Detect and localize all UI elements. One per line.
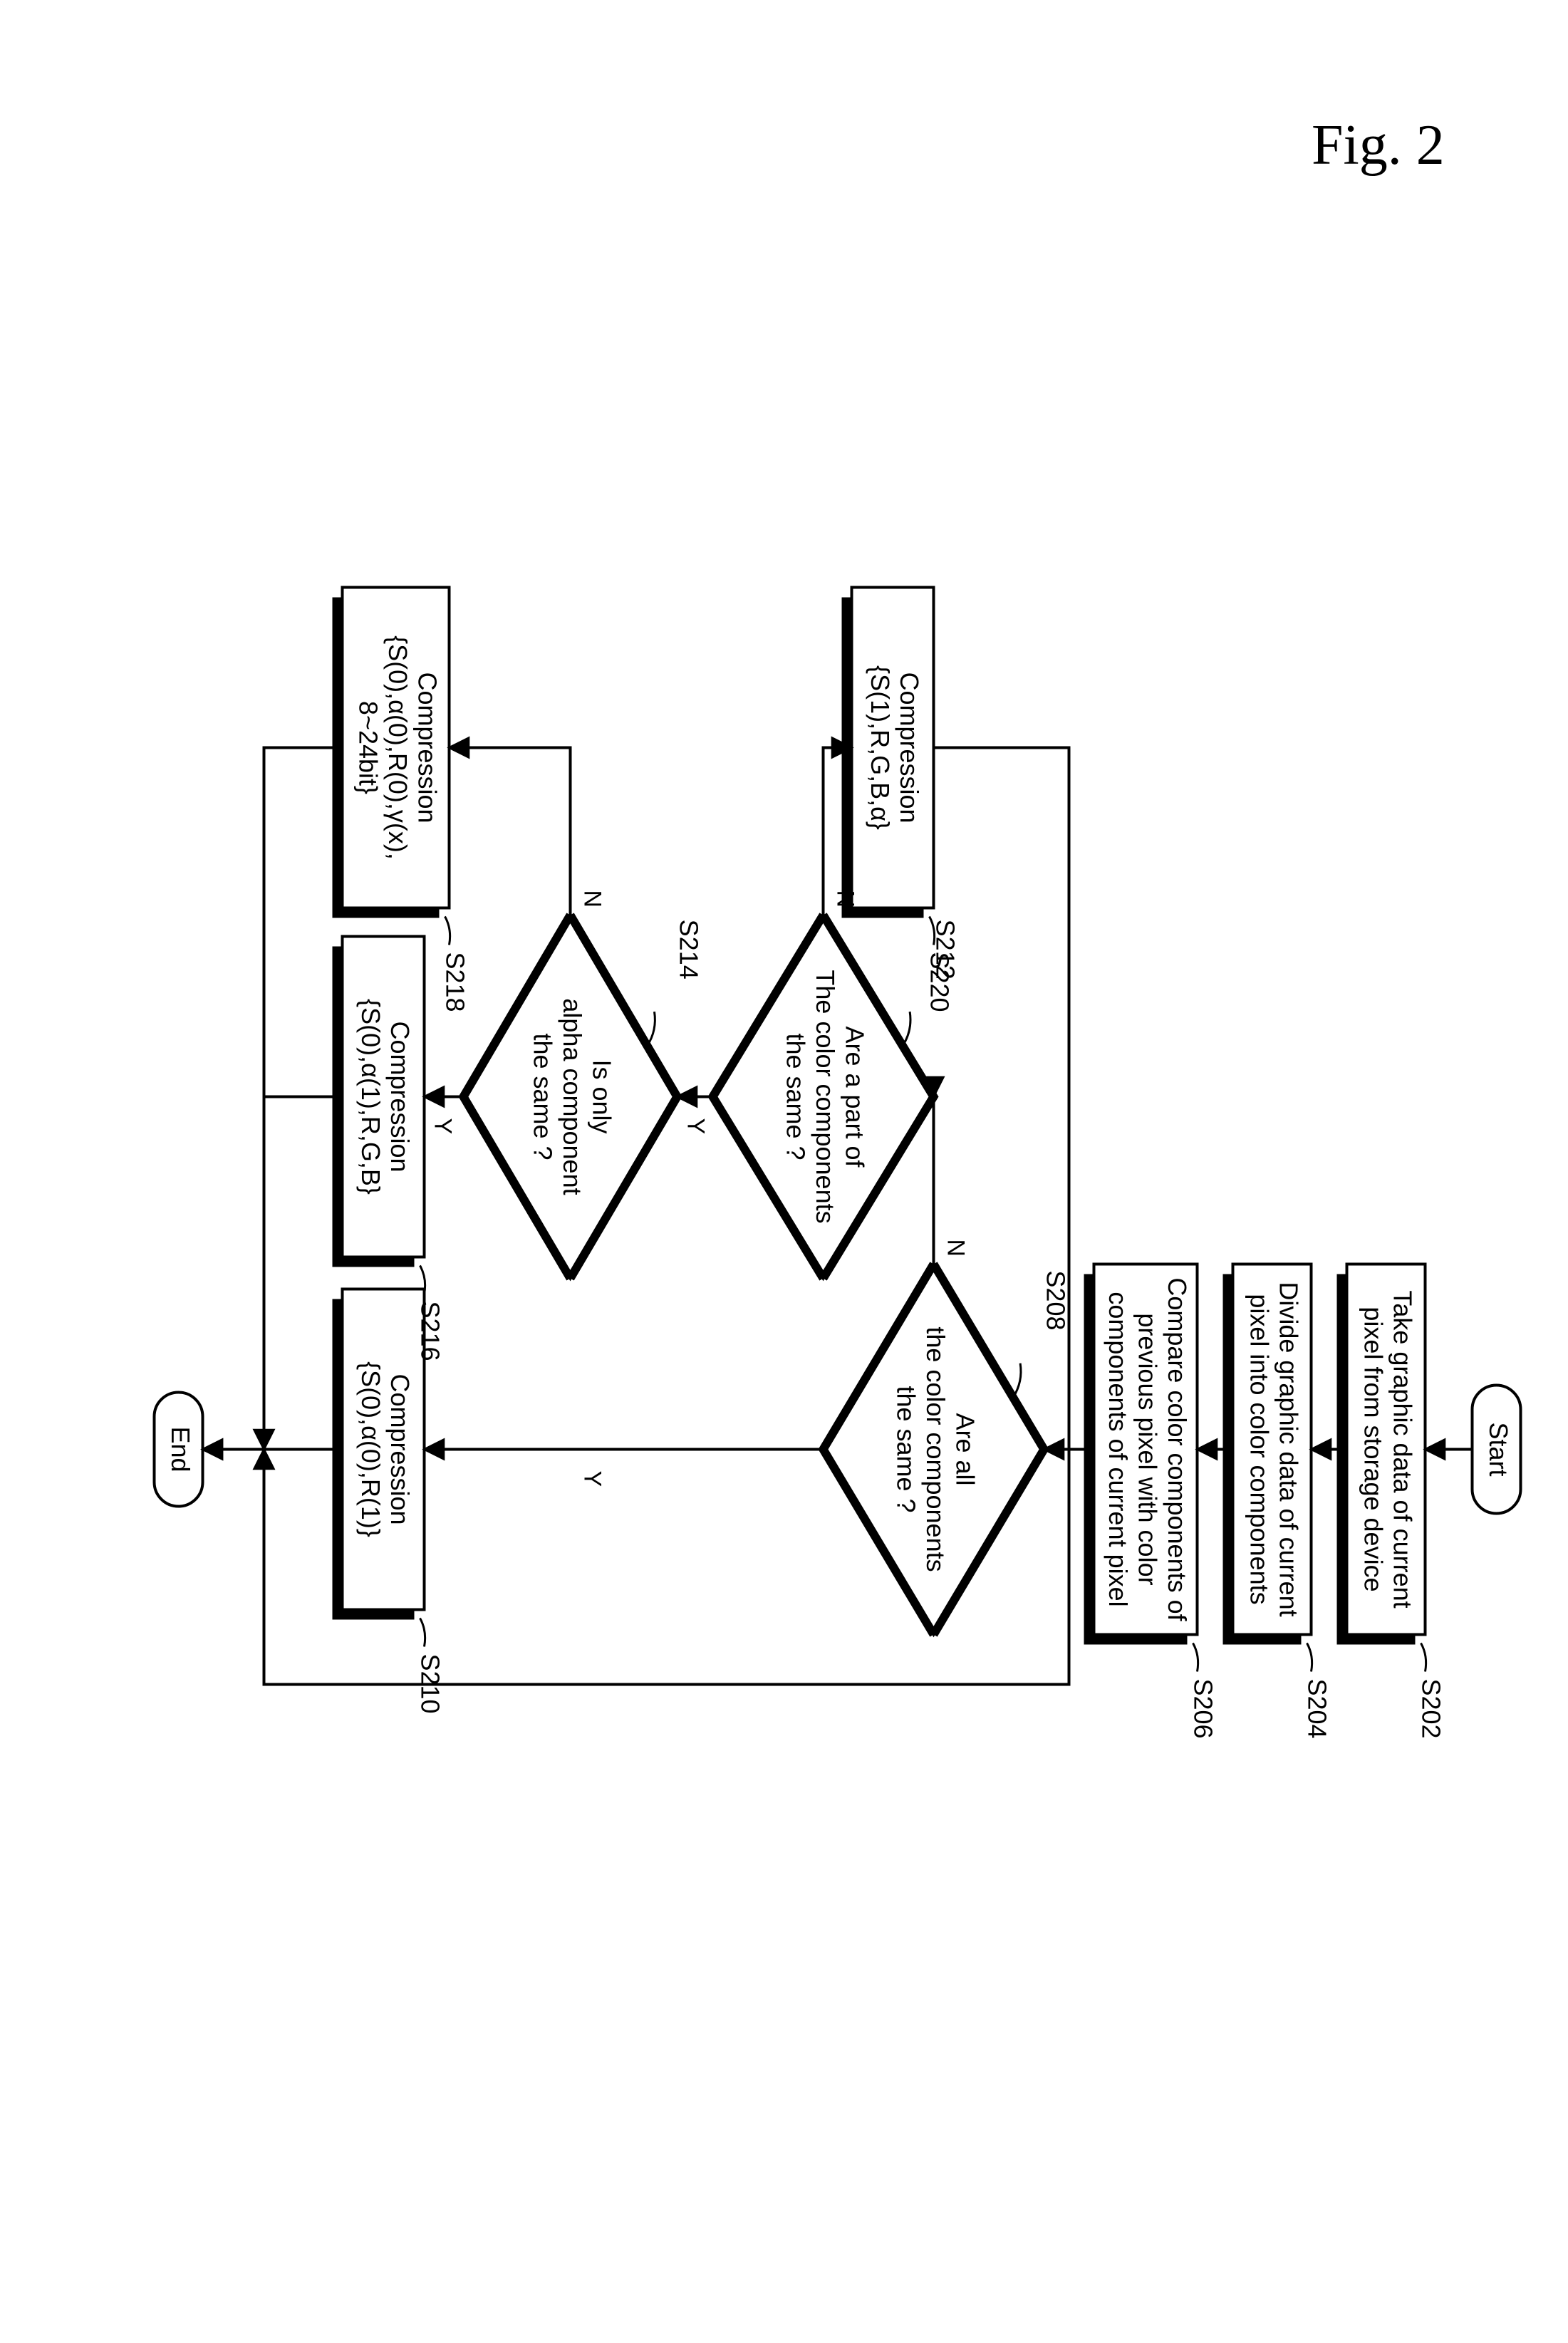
svg-text:alpha component: alpha component — [558, 998, 587, 1195]
svg-text:the same ?: the same ? — [892, 1386, 921, 1512]
ref-S204: S204 — [1303, 1679, 1332, 1739]
ref-S216: S216 — [416, 1302, 445, 1361]
flow-S218-end — [264, 748, 343, 1450]
ref-S206: S206 — [1189, 1679, 1218, 1739]
flow-label: N — [832, 890, 859, 908]
svg-text:components of current pixel: components of current pixel — [1104, 1292, 1133, 1606]
svg-text:the color components: the color components — [921, 1326, 950, 1571]
svg-text:Divide graphic data of current: Divide graphic data of current — [1274, 1282, 1304, 1616]
svg-text:{S(0),α(0),R(0),γ(x),: {S(0),α(0),R(0),γ(x), — [383, 635, 412, 860]
flow-label: Y — [682, 1118, 710, 1135]
svg-text:Compression: Compression — [385, 1021, 415, 1172]
ref-S218: S218 — [441, 952, 470, 1012]
svg-text:8~24bit}: 8~24bit} — [354, 701, 383, 794]
start-label: Start — [1484, 1422, 1513, 1476]
ref-S212: S212 — [931, 920, 960, 980]
svg-text:{S(1),R,G,B,α}: {S(1),R,G,B,α} — [866, 665, 895, 830]
svg-text:{S(0),α(1),R,G,B}: {S(0),α(1),R,G,B} — [356, 999, 385, 1195]
svg-text:Compression: Compression — [385, 1373, 415, 1524]
flow-label: N — [579, 890, 606, 908]
svg-text:{S(0),α(0),R(1)}: {S(0),α(0),R(1)} — [356, 1361, 385, 1537]
end-label: End — [166, 1426, 195, 1472]
svg-text:pixel into color components: pixel into color components — [1245, 1294, 1274, 1604]
svg-text:Compare color components of: Compare color components of — [1163, 1277, 1192, 1621]
flow-label: N — [943, 1240, 970, 1257]
ref-S208: S208 — [1042, 1270, 1071, 1330]
svg-text:the same ?: the same ? — [529, 1033, 558, 1160]
ref-S214: S214 — [675, 920, 704, 980]
svg-text:pixel from storage device: pixel from storage device — [1359, 1306, 1388, 1591]
ref-S202: S202 — [1417, 1679, 1446, 1739]
svg-text:previous pixel with color: previous pixel with color — [1133, 1313, 1162, 1585]
figure-label: Fig. 2 — [1312, 114, 1445, 177]
flow-S214-S218 — [450, 748, 571, 915]
svg-text:Are all: Are all — [950, 1413, 980, 1485]
svg-text:Compression: Compression — [895, 672, 924, 823]
svg-text:the same ?: the same ? — [782, 1033, 811, 1160]
svg-text:Compression: Compression — [412, 672, 442, 823]
flow-label: Y — [579, 1471, 606, 1487]
svg-text:Is only: Is only — [587, 1059, 616, 1133]
svg-text:Take graphic data of current: Take graphic data of current — [1388, 1290, 1418, 1608]
svg-text:The color components: The color components — [811, 970, 840, 1223]
flow-S216-end — [203, 1097, 343, 1450]
flow-label: Y — [430, 1118, 457, 1135]
svg-text:Are a part of: Are a part of — [840, 1026, 869, 1168]
